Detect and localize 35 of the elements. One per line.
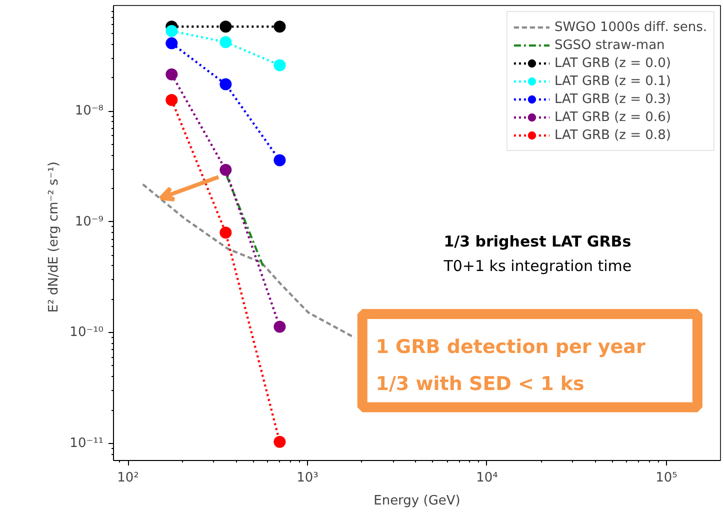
point (166, 24, 178, 37)
point (274, 320, 286, 333)
point (274, 154, 286, 166)
x-tick-label: 10³ (296, 470, 318, 486)
y-tick-label: 10⁻¹⁰ (70, 325, 104, 340)
point (274, 20, 286, 33)
point (220, 20, 232, 33)
point (220, 36, 232, 48)
x-tick-label: 10⁵ (656, 470, 678, 486)
y-axis-title: E² dN/dE (erg cm⁻² s⁻¹) (46, 162, 62, 313)
legend-label: LAT GRB (z = 0.6) (554, 108, 671, 126)
legend-label: LAT GRB (z = 0.3) (554, 90, 671, 108)
point (166, 37, 178, 50)
point (166, 94, 178, 106)
point (274, 436, 286, 448)
point (274, 59, 286, 72)
annotation: 1/3 brighest LAT GRBs (444, 232, 632, 251)
annotation: T0+1 ks integration time (442, 256, 632, 275)
y-tick-label: 10⁻⁸ (74, 104, 104, 119)
annotation: 1/3 with SED < 1 ks (376, 373, 584, 396)
point (220, 78, 232, 90)
y-tick-label: 10⁻⁹ (74, 214, 104, 230)
point (166, 68, 178, 80)
legend-label: SWGO 1000s diff. sens. (554, 18, 707, 36)
point (220, 226, 232, 239)
x-axis-title: Energy (GeV) (374, 494, 460, 508)
legend-label: LAT GRB (z = 0.8) (554, 126, 671, 144)
legend-label: SGSO straw-man (554, 36, 665, 54)
legend-label: LAT GRB (z = 0.1) (554, 72, 671, 90)
legend-label: LAT GRB (z = 0.0) (554, 54, 671, 72)
point (220, 164, 232, 176)
x-tick-label: 10⁴ (476, 470, 498, 486)
annotation: 1 GRB detection per year (376, 336, 646, 358)
y-tick-label: 10⁻¹¹ (70, 436, 104, 451)
x-tick-label: 10² (117, 470, 139, 486)
